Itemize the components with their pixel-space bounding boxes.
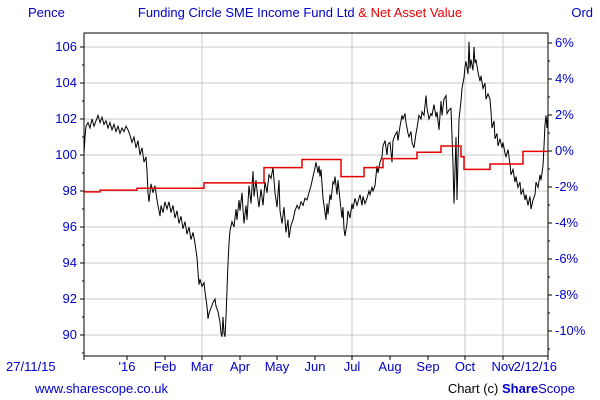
left-axis-label: 102 xyxy=(55,111,77,126)
credit-prefix: Chart (c) xyxy=(447,381,502,396)
left-axis-label: 92 xyxy=(63,291,77,306)
left-axis-label: 104 xyxy=(55,75,77,90)
x-axis-month-label: Oct xyxy=(455,359,476,374)
right-axis-label: 0% xyxy=(555,143,574,158)
x-axis-end-date: 2/12/16 xyxy=(514,359,557,374)
chart-title: Funding Circle SME Income Fund Ltd & Net… xyxy=(0,5,600,21)
right-axis-label: 4% xyxy=(555,71,574,86)
chart-title-instrument: Funding Circle SME Income Fund Ltd xyxy=(137,5,355,20)
x-axis-month-label: Aug xyxy=(378,359,401,374)
left-axis-label: 106 xyxy=(55,39,77,54)
x-axis-month-label: Nov xyxy=(491,359,515,374)
x-axis-month-label: Mar xyxy=(191,359,214,374)
left-axis-label: 94 xyxy=(63,255,77,270)
x-axis-month-label: Sep xyxy=(416,359,439,374)
right-axis-label: -6% xyxy=(555,251,579,266)
right-axis-label: -4% xyxy=(555,215,579,230)
plot-frame xyxy=(83,32,549,357)
x-axis-month-label: '16 xyxy=(119,359,136,374)
left-axis-label: 96 xyxy=(63,219,77,234)
left-axis-label: 98 xyxy=(63,183,77,198)
credit-brand-bold: Share xyxy=(501,381,539,396)
x-axis-month-label: Jul xyxy=(344,359,361,374)
left-axis-label: 90 xyxy=(63,327,77,342)
x-axis-month-label: Feb xyxy=(154,359,176,374)
price-line xyxy=(83,41,549,337)
nav-step-line xyxy=(84,145,548,193)
credit-brand-rest: Scope xyxy=(538,381,575,396)
chart-credit: Chart (c) ShareScope xyxy=(448,381,575,397)
left-axis-label: 100 xyxy=(55,147,77,162)
right-axis-label: 6% xyxy=(555,35,574,50)
x-axis-month-label: Jun xyxy=(305,359,326,374)
chart-title-nav-series: & Net Asset Value xyxy=(354,5,463,20)
right-axis-label: -8% xyxy=(555,287,579,302)
right-axis-label: -10% xyxy=(555,323,586,338)
right-axis-unit-label: Ord xyxy=(571,5,593,20)
right-axis-label: -2% xyxy=(555,179,579,194)
x-axis-start-date: 27/11/15 xyxy=(6,359,56,374)
sharescope-website-link[interactable]: www.sharescope.co.uk xyxy=(35,381,168,396)
x-axis-month-label: May xyxy=(265,359,290,374)
left-axis-unit-label: Pence xyxy=(28,5,65,20)
right-axis-label: 2% xyxy=(555,107,574,122)
x-axis-month-label: Apr xyxy=(230,359,251,374)
